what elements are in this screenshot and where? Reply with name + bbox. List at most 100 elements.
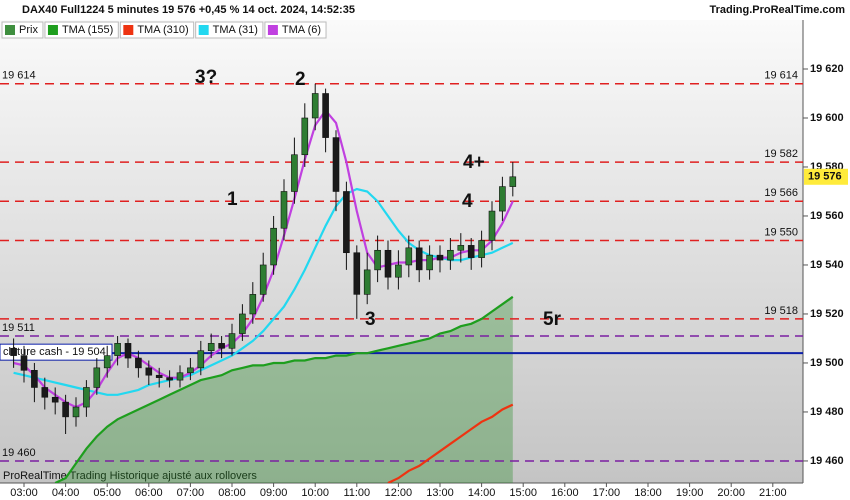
series-line: [54, 295, 514, 483]
candle-body: [270, 227, 277, 266]
legend-label: TMA (6): [282, 24, 321, 36]
cash-close-box: [0, 343, 113, 361]
candle-body: [20, 355, 28, 371]
area-fill: [55, 296, 513, 483]
candle-body: [488, 210, 496, 241]
legend-label: TMA (31): [213, 24, 258, 36]
y-tick-label: 19 540: [810, 259, 844, 271]
candle-body: [145, 367, 153, 376]
current-price-box: [804, 168, 848, 185]
legend-swatch: [5, 25, 15, 35]
candle-body: [467, 245, 475, 258]
current-price-label: 19 576: [808, 171, 842, 183]
level-label: 19 511: [2, 322, 35, 334]
candle-body: [187, 367, 194, 374]
annotation: 4: [462, 191, 473, 212]
candle-body: [374, 249, 381, 271]
legend-swatch: [198, 25, 209, 35]
candle-body: [457, 245, 465, 251]
candle-body: [405, 247, 413, 266]
level-label: 19 550: [764, 226, 798, 238]
candle-body: [83, 387, 90, 408]
cash-close-label: clôture cash - 19 504: [3, 346, 106, 358]
x-tick-label: 06:00: [135, 487, 163, 499]
plot: 19 614 19 511 19 460 19 614 19 582 19 566 19 5…: [0, 70, 803, 483]
candle-body: [322, 93, 329, 138]
candle-body: [218, 343, 225, 349]
candle-body: [311, 93, 319, 119]
annotation: 2: [295, 69, 306, 90]
level-label: 19 614: [2, 70, 36, 82]
candle-body: [426, 254, 433, 271]
x-tick-label: 20:00: [717, 487, 745, 499]
annotation: 1: [227, 189, 238, 210]
y-tick-label: 19 560: [810, 210, 844, 222]
candle-body: [280, 191, 288, 229]
legend-swatch: [267, 25, 278, 35]
candle-body: [239, 313, 246, 334]
candle-body: [259, 264, 267, 295]
candle-body: [291, 154, 298, 192]
legend-label: TMA (310): [137, 24, 188, 36]
annotation: 5r: [543, 309, 562, 330]
candle-body: [72, 406, 80, 418]
plot-bg: [0, 20, 803, 483]
candle-body: [363, 269, 371, 295]
candle-body: [135, 357, 142, 369]
x-tick-label: 10:00: [301, 487, 329, 499]
footer: ProRealTime Trading Historique ajusté au…: [3, 470, 257, 482]
candle-body: [124, 343, 132, 359]
legend-item: [195, 21, 264, 39]
candle-body: [509, 176, 517, 187]
candle-body: [436, 254, 444, 261]
candle-body: [51, 396, 59, 403]
x-tick-label: 05:00: [93, 487, 121, 499]
x-tick-label: 08:00: [218, 487, 246, 499]
candle-body: [384, 249, 392, 278]
legend-label: Prix: [19, 24, 38, 36]
candle-body: [228, 333, 236, 349]
level-label: 19 460: [2, 447, 36, 459]
x-tick-label: 21:00: [759, 487, 787, 499]
candle-body: [499, 186, 506, 212]
candle-body: [353, 252, 361, 295]
candle-body: [197, 350, 205, 369]
candle-body: [166, 377, 173, 381]
candle-body: [343, 191, 350, 254]
candle-body: [301, 117, 309, 156]
annotation: 3?: [195, 67, 217, 88]
x-tick-label: 04:00: [52, 487, 80, 499]
x-tick-label: 14:00: [468, 487, 496, 499]
candle-body: [415, 247, 423, 271]
y-tick-label: 19 480: [810, 406, 844, 418]
x-tick-label: 12:00: [385, 487, 413, 499]
candle-body: [249, 294, 257, 315]
candle-body: [207, 343, 215, 352]
y-tick-label: 19 620: [810, 63, 844, 75]
level-label: 19 518: [764, 305, 798, 317]
y-tick-label: 19 600: [810, 112, 844, 124]
x-tick-label: 11:00: [343, 487, 370, 499]
series-line: [387, 403, 514, 483]
candle-body: [103, 355, 111, 369]
legend-label: TMA (155): [62, 24, 113, 36]
candle-body: [332, 137, 340, 192]
legend-swatch: [47, 25, 58, 35]
legend-swatch: [123, 25, 134, 35]
y-tick-label: 19 460: [810, 455, 844, 467]
chart-title: DAX40 Full1224 5 minutes 19 576 +0,45 % …: [22, 4, 355, 16]
candle-body: [478, 240, 485, 258]
candle-body: [176, 372, 184, 381]
candle-body: [93, 367, 101, 388]
y-tick-label: 19 500: [810, 357, 844, 369]
x-tick-label: 15:00: [509, 487, 537, 499]
level-label: 19 582: [764, 148, 798, 160]
site-name: Trading.ProRealTime.com: [709, 4, 845, 16]
x-tick-label: 13:00: [426, 487, 454, 499]
candle-body: [31, 370, 38, 388]
x-tick-label: 07:00: [177, 487, 205, 499]
candle-body: [62, 401, 69, 418]
legend-item: [119, 21, 195, 39]
annotation: 3: [365, 309, 376, 330]
